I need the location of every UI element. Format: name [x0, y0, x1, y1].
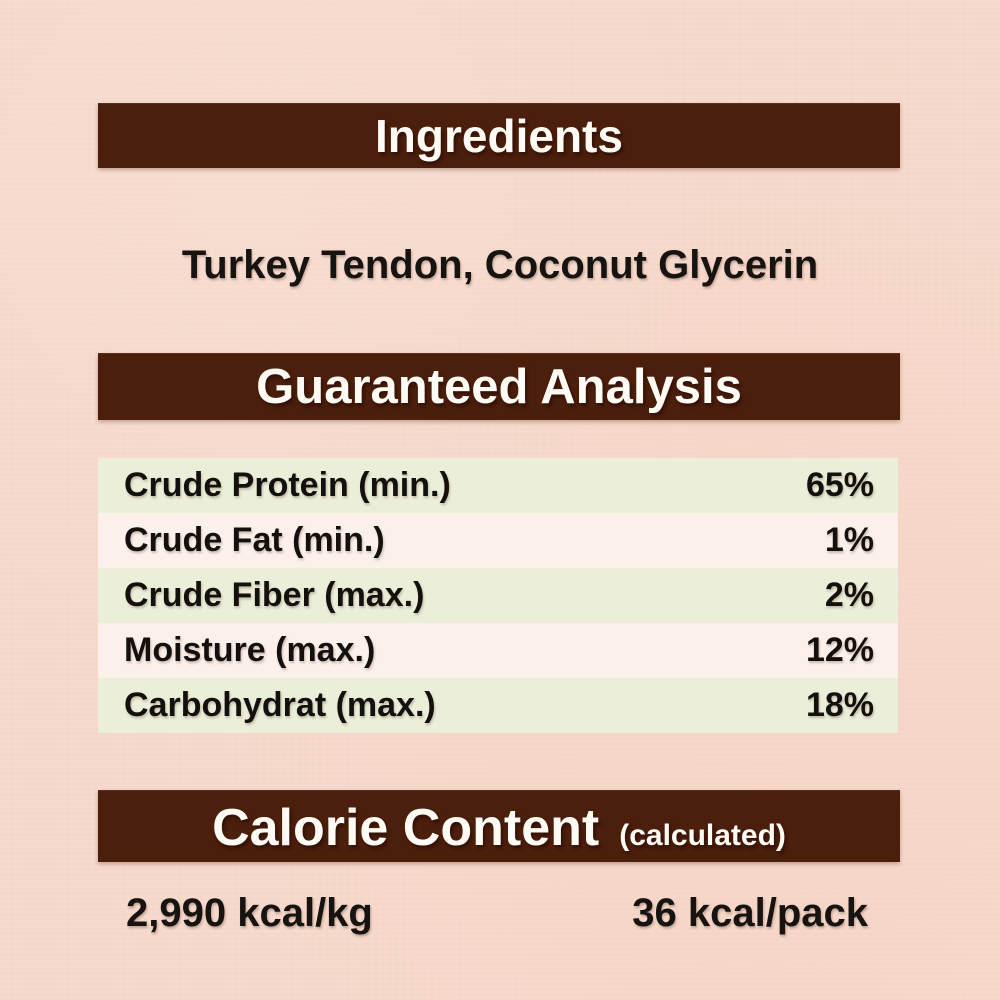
- analysis-row-label: Moisture (max.): [124, 631, 376, 669]
- analysis-row-value: 2%: [824, 576, 874, 614]
- analysis-row-moisture: Moisture (max.) 12%: [98, 623, 898, 678]
- ingredients-header-bar: Ingredients: [98, 103, 900, 168]
- calorie-per-kg-value: 2,990 kcal/kg: [126, 890, 373, 935]
- ingredients-list: Turkey Tendon, Coconut Glycerin: [0, 240, 1000, 290]
- analysis-row-label: Crude Protein (min.): [124, 466, 451, 504]
- analysis-row-crude-fiber: Crude Fiber (max.) 2%: [98, 568, 898, 623]
- analysis-row-label: Carbohydrat (max.): [124, 686, 436, 724]
- guaranteed-analysis-header-bar: Guaranteed Analysis: [98, 353, 900, 420]
- guaranteed-analysis-table: Crude Protein (min.) 65% Crude Fat (min.…: [98, 458, 898, 733]
- calorie-content-header-bar: Calorie Content (calculated): [98, 790, 900, 862]
- analysis-row-crude-fat: Crude Fat (min.) 1%: [98, 513, 898, 568]
- ingredients-list-text: Turkey Tendon, Coconut Glycerin: [181, 242, 819, 287]
- analysis-row-value: 1%: [824, 521, 874, 559]
- analysis-row-crude-protein: Crude Protein (min.) 65%: [98, 458, 898, 513]
- calorie-per-pack-value: 36 kcal/pack: [632, 890, 868, 935]
- analysis-row-carbohydrate: Carbohydrat (max.) 18%: [98, 678, 898, 733]
- analysis-row-value: 65%: [805, 466, 874, 504]
- calorie-content-header-label: Calorie Content: [212, 799, 600, 857]
- calorie-content-header-note: (calculated): [619, 819, 786, 852]
- calorie-values-row: 2,990 kcal/kg 36 kcal/pack: [98, 888, 900, 938]
- analysis-row-value: 12%: [805, 631, 874, 669]
- analysis-row-label: Crude Fiber (max.): [124, 576, 425, 614]
- guaranteed-analysis-header-label: Guaranteed Analysis: [256, 359, 742, 414]
- ingredients-header-label: Ingredients: [375, 109, 623, 162]
- analysis-row-value: 18%: [805, 686, 874, 724]
- analysis-row-label: Crude Fat (min.): [124, 521, 385, 559]
